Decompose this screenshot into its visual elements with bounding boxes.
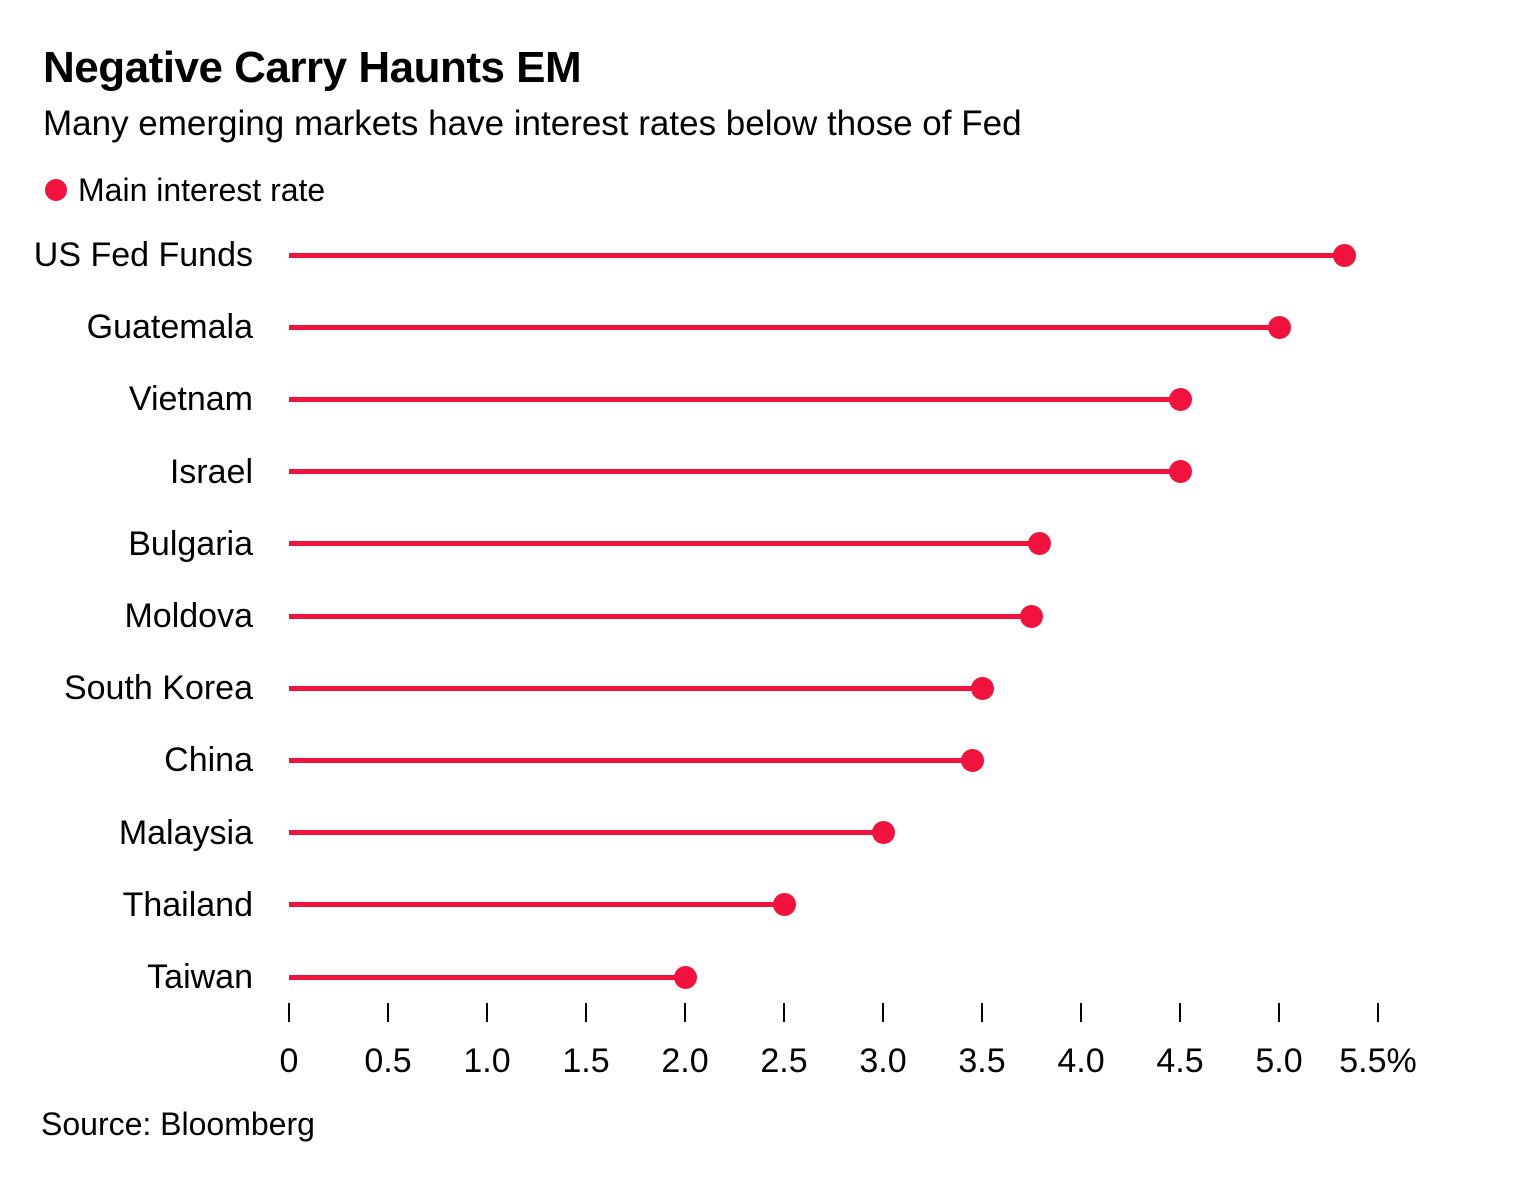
lollipop-dot (1332, 243, 1356, 267)
row-label: Bulgaria (128, 524, 253, 563)
chart-title: Negative Carry Haunts EM (43, 43, 582, 92)
lollipop-dot (673, 965, 697, 989)
x-axis-tick-label: 1.5 (562, 1042, 610, 1080)
row-label: Taiwan (147, 958, 253, 996)
legend-label: Main interest rate (78, 172, 326, 208)
x-axis-tick (684, 1003, 686, 1022)
x-axis-tick-label: 5.0 (1255, 1042, 1303, 1080)
row-label: Guatemala (86, 308, 253, 347)
row-label: Malaysia (118, 813, 253, 852)
x-axis-tick-label: 3.0 (859, 1042, 907, 1080)
legend-dot-icon (45, 179, 67, 201)
row-label: Israel (169, 452, 253, 491)
legend: Main interest rate (45, 174, 325, 206)
lollipop-dot (1020, 604, 1043, 628)
lollipop-dot (1027, 532, 1051, 556)
row-label: China (164, 741, 253, 780)
x-axis-tick (1080, 1003, 1082, 1022)
lollipop-line (289, 902, 784, 908)
lollipop-dot (970, 676, 994, 700)
lollipop-dot (1267, 315, 1291, 339)
x-axis-tick-label: 3.5 (958, 1042, 1006, 1080)
chart-subtitle: Many emerging markets have interest rate… (43, 104, 1022, 143)
x-axis-tick (783, 1003, 785, 1022)
lollipop-dot (960, 748, 984, 772)
x-axis-tick-label: 1.0 (463, 1042, 511, 1080)
lollipop-line (289, 685, 982, 691)
x-axis-tick (486, 1003, 488, 1022)
x-axis-tick-label: 2.0 (661, 1042, 709, 1080)
lollipop-line (289, 469, 1180, 475)
lollipop-dot (772, 893, 796, 917)
row-label: Moldova (124, 597, 253, 635)
lollipop-line (289, 830, 883, 836)
row-label: Thailand (122, 885, 253, 924)
x-axis-tick (585, 1003, 587, 1022)
x-axis-tick-label: 0 (279, 1042, 299, 1080)
x-axis-tick-label: 0.5 (364, 1042, 412, 1080)
x-axis-tick (288, 1003, 290, 1022)
x-axis-tick-label: 5.5% (1339, 1042, 1417, 1080)
lollipop-line (289, 396, 1180, 402)
x-axis-tick-label: 4.0 (1057, 1042, 1105, 1080)
row-label: Vietnam (128, 380, 253, 419)
lollipop-line (289, 541, 1040, 547)
x-axis-tick (882, 1003, 884, 1022)
lollipop-line (289, 252, 1345, 258)
x-axis-tick (981, 1003, 983, 1022)
lollipop-dot (871, 821, 895, 845)
x-axis-tick (387, 1003, 389, 1022)
lollipop-line (289, 974, 685, 980)
x-axis-tick-label: 2.5 (760, 1042, 808, 1080)
source-note: Source: Bloomberg (41, 1106, 315, 1142)
row-label: South Korea (63, 669, 253, 708)
x-axis-tick-label: 4.5 (1156, 1042, 1204, 1080)
lollipop-dot (1168, 387, 1192, 411)
lollipop-line (289, 613, 1032, 619)
x-axis-tick (1278, 1003, 1280, 1022)
lollipop-line (289, 757, 973, 763)
row-label: US Fed Funds (33, 236, 253, 274)
lollipop-line (289, 324, 1279, 330)
x-axis-tick (1377, 1003, 1379, 1022)
lollipop-dot (1168, 460, 1192, 484)
x-axis-tick (1179, 1003, 1181, 1022)
